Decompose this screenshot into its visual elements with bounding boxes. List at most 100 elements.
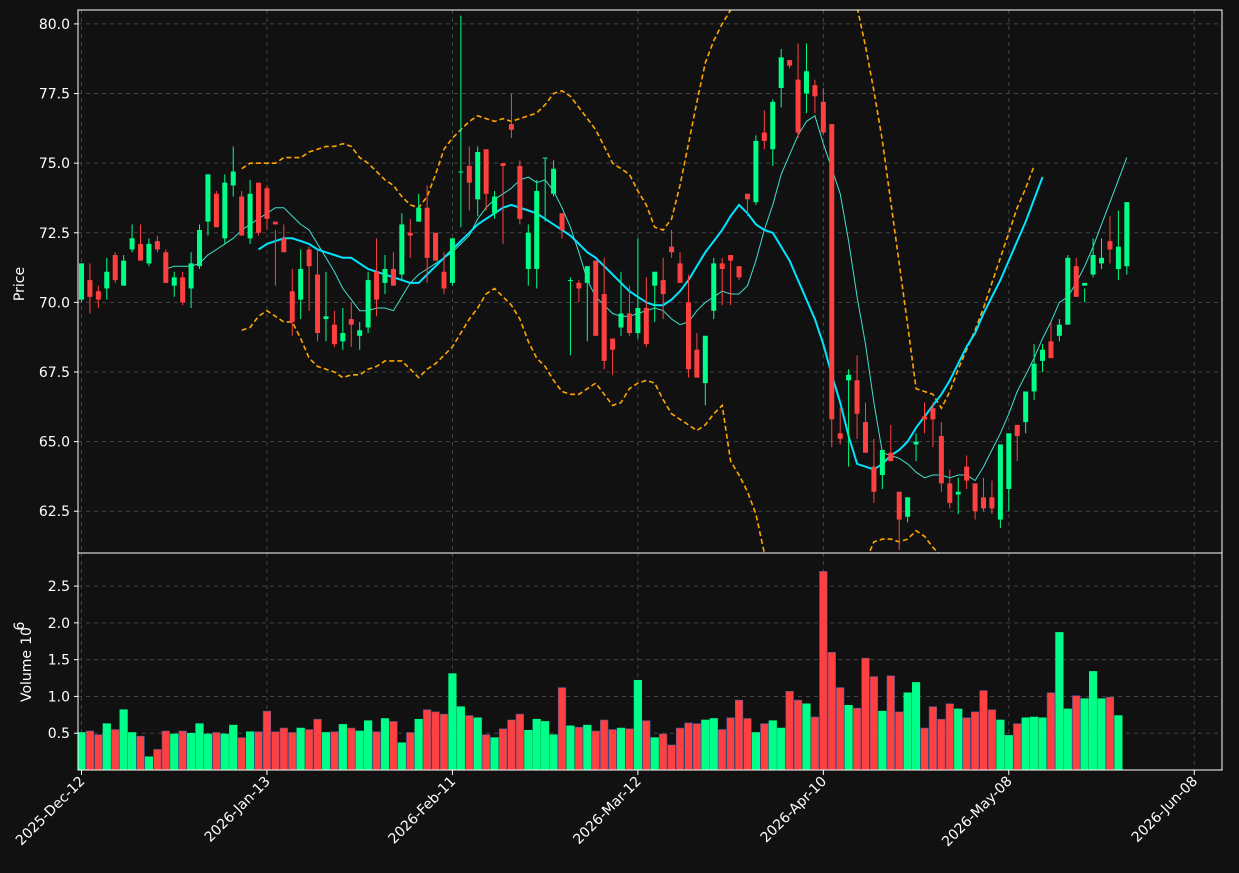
volume-bar <box>296 727 305 770</box>
candle-body <box>567 280 573 282</box>
volume-bar <box>524 729 533 770</box>
volume-bar <box>161 730 170 770</box>
price-y-tick-label: 77.5 <box>39 87 70 103</box>
candle-body <box>989 497 995 509</box>
volume-bar <box>498 728 508 770</box>
volume-bar <box>1046 692 1056 770</box>
candle-body <box>694 349 700 378</box>
candle-body <box>458 171 464 173</box>
volume-bar <box>692 723 701 770</box>
volume-bar <box>886 675 895 770</box>
volume-bar <box>1004 735 1013 770</box>
candle-body <box>728 255 734 261</box>
volume-panel: 0.5 1.0 1.5 2.0 2.5 Volume 10 6 <box>12 552 1223 771</box>
volume-bar <box>347 727 356 770</box>
volume-bar <box>136 735 145 770</box>
volume-bar <box>895 711 904 770</box>
volume-bar <box>305 729 314 770</box>
candle-body <box>711 263 717 311</box>
candle-body <box>947 483 953 503</box>
volume-bar <box>802 703 811 770</box>
candle-body <box>618 313 624 328</box>
volume-bar <box>734 699 744 770</box>
volume-bar <box>490 737 499 770</box>
volume-bar <box>608 729 617 770</box>
candle-body <box>154 241 160 250</box>
volume-bar <box>1063 708 1072 770</box>
volume-bar <box>515 713 524 770</box>
price-y-ticks: 62.5 65.0 67.5 70.0 72.5 75.0 77.5 80.0 <box>39 17 78 520</box>
candle-body <box>981 497 987 509</box>
volume-bar <box>170 733 179 770</box>
volume-axis-label-base: 10 <box>19 627 35 645</box>
candle-body <box>112 255 118 281</box>
volume-bar <box>945 703 954 770</box>
volume-bar <box>987 709 997 770</box>
candle-body <box>1023 391 1029 423</box>
candle-body <box>736 266 742 278</box>
volume-bar <box>785 690 794 770</box>
candle-body <box>188 263 194 289</box>
volume-bar <box>473 717 482 770</box>
candle-body <box>1014 424 1020 437</box>
candle-body <box>1006 433 1012 489</box>
candle-body <box>719 263 725 269</box>
candle-body <box>803 71 809 94</box>
volume-bar <box>355 730 364 770</box>
candle-body <box>323 316 329 320</box>
candle-body <box>871 466 877 492</box>
volume-bar <box>1080 698 1089 770</box>
candle-body <box>576 282 582 289</box>
candle-body <box>1082 282 1088 286</box>
volume-bar <box>423 709 432 770</box>
volume-panel-frame <box>77 552 1223 771</box>
candle-body <box>441 271 447 289</box>
volume-bar <box>979 690 988 770</box>
volume-bar <box>203 733 213 770</box>
volume-bar <box>465 715 474 770</box>
volume-y-tick-label: 2.0 <box>48 616 70 632</box>
candle-body <box>930 408 936 420</box>
volume-bar <box>397 742 406 770</box>
volume-bar <box>195 723 204 770</box>
volume-bar <box>330 731 339 770</box>
candle-body <box>180 277 186 303</box>
volume-bar <box>591 730 600 770</box>
volume-bar <box>178 730 187 770</box>
candle-body <box>104 271 110 289</box>
candle-body <box>298 268 304 300</box>
volume-bar <box>684 722 693 770</box>
candle-body <box>390 268 396 286</box>
candle-body <box>492 196 498 214</box>
candle-body <box>357 330 363 336</box>
volume-bar <box>364 720 373 770</box>
candle-body <box>1073 266 1079 297</box>
candle-body <box>281 238 287 253</box>
candle-body <box>365 280 371 328</box>
candle-body <box>610 338 616 350</box>
volume-bar <box>667 744 676 770</box>
candle-body <box>1115 246 1121 269</box>
volume-bar <box>507 719 516 770</box>
volume-bar <box>414 718 423 770</box>
candle-body <box>272 221 278 225</box>
candle-body <box>702 335 708 384</box>
volume-bar <box>743 718 752 770</box>
candle-body <box>972 483 978 512</box>
volume-bar <box>254 731 263 770</box>
volume-bar <box>262 710 272 770</box>
candle-body <box>1056 324 1062 336</box>
volume-bar <box>1038 717 1047 770</box>
volume-bar <box>246 731 255 770</box>
candle-body <box>770 101 776 150</box>
candle-body <box>340 333 346 342</box>
volume-bar <box>279 727 288 770</box>
volume-bar <box>844 704 853 770</box>
candle-body <box>1090 255 1096 275</box>
candle-body <box>121 260 127 286</box>
lower-band-line <box>241 287 940 553</box>
candle-body <box>862 422 868 453</box>
volume-bar <box>777 727 786 770</box>
volume-bar <box>878 710 887 770</box>
price-y-tick-label: 75.0 <box>39 156 70 172</box>
